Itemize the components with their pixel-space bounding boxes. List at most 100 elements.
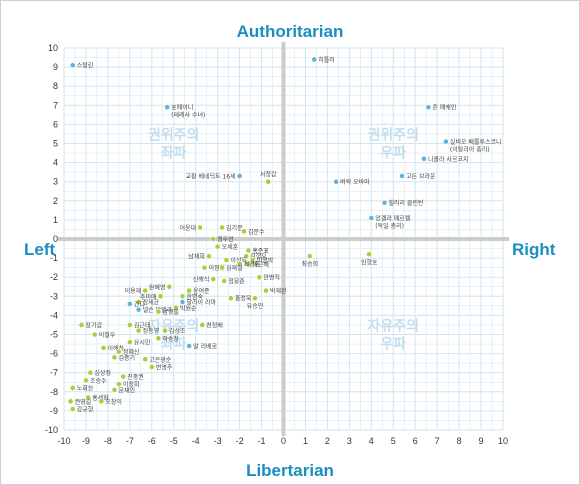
x-tick-label: -6 <box>148 436 156 446</box>
y-tick-label: -5 <box>50 330 58 340</box>
y-tick-label: 4 <box>53 158 58 168</box>
x-tick-label: -9 <box>82 436 90 446</box>
data-point <box>368 215 375 221</box>
data-point <box>186 287 193 294</box>
point-label: 문재인 <box>118 386 135 394</box>
x-tick-label: 3 <box>347 436 352 446</box>
point-label: 홍정욱 <box>235 295 252 303</box>
data-point <box>135 306 142 313</box>
point-label: 안병직 <box>263 274 280 282</box>
point-label: 박재완 <box>270 287 287 295</box>
point-label: 니콜라 사르코지 <box>428 155 469 163</box>
point-label: 앙겔라 메르켈 <box>375 214 411 222</box>
data-point <box>263 287 269 294</box>
data-point <box>100 344 107 351</box>
data-point <box>173 304 179 311</box>
data-point <box>311 56 318 63</box>
quadrant-label: 권위주의 <box>148 127 200 144</box>
x-tick-label: -8 <box>104 436 112 446</box>
point-label: (독일 총리) <box>375 222 404 230</box>
point-label: 정몽준 <box>228 279 245 286</box>
point-label: 이철우 <box>99 331 116 339</box>
point-label: 천정배 <box>206 321 223 329</box>
data-point <box>166 283 173 290</box>
point-label: 박원순 <box>180 304 197 312</box>
point-label: 남재희 <box>188 253 205 261</box>
data-point <box>87 369 94 376</box>
point-label: 김형오 <box>250 253 267 261</box>
data-point <box>249 257 256 263</box>
data-point <box>148 364 155 370</box>
data-point <box>164 104 171 111</box>
point-label: 알 리베로 <box>193 342 217 350</box>
y-tick-label: -8 <box>50 387 58 397</box>
point-label: 스탈린 <box>77 62 94 70</box>
point-label: 버락 오바마 <box>340 178 370 186</box>
point-label: 김기문 <box>226 224 243 232</box>
point-label: 이정현 <box>208 264 225 272</box>
point-label: 홍세화 <box>92 394 109 402</box>
data-point <box>155 308 162 315</box>
point-label: 한명숙 <box>187 293 204 301</box>
data-point <box>366 251 373 258</box>
point-label: 정동영 <box>143 327 160 335</box>
y-tick-label: 8 <box>53 81 58 91</box>
x-tick-label: -2 <box>236 436 244 446</box>
point-label: 어윤대 <box>180 224 197 232</box>
point-label: 최승희 <box>302 260 319 268</box>
data-point <box>78 322 85 328</box>
data-point <box>236 173 243 179</box>
data-point <box>155 335 162 342</box>
data-point <box>443 138 449 145</box>
point-label: 변영주 <box>156 363 173 371</box>
y-tick-label: 2 <box>53 196 58 206</box>
data-point <box>83 377 89 384</box>
point-label: 달라이 라마 <box>187 299 217 307</box>
data-point <box>210 236 217 242</box>
point-label: 힐러리 클린턴 <box>388 199 423 207</box>
data-point <box>126 339 133 346</box>
data-point <box>256 274 263 281</box>
y-tick-label: -6 <box>50 349 58 359</box>
point-label: 김문수 <box>248 229 265 236</box>
data-point <box>214 243 221 250</box>
x-tick-label: -5 <box>170 436 178 446</box>
point-label: 간디 <box>134 300 145 308</box>
x-tick-label: -7 <box>126 436 134 446</box>
x-tick-label: 8 <box>457 436 462 446</box>
data-point <box>69 385 76 391</box>
point-label: 남경필 <box>162 308 179 316</box>
y-tick-label: 6 <box>53 119 58 129</box>
data-point <box>115 348 122 355</box>
point-label: 권영길 <box>75 398 92 406</box>
x-tick-label: -10 <box>57 436 70 446</box>
point-label: 김상조 <box>169 327 186 335</box>
data-point <box>135 299 142 305</box>
point-label: 최경환 <box>244 260 261 268</box>
y-tick-label: 0 <box>53 234 58 244</box>
data-point <box>85 394 92 401</box>
x-tick-label: 1 <box>303 436 308 446</box>
y-tick-label: -9 <box>50 406 58 416</box>
x-tick-label: -4 <box>192 436 200 446</box>
left-axis-title: Left <box>24 240 56 259</box>
y-tick-label: -4 <box>50 310 58 320</box>
y-tick-label: -3 <box>50 291 58 301</box>
data-point <box>205 253 212 260</box>
data-point <box>252 295 258 302</box>
data-point <box>199 322 206 328</box>
data-point <box>201 264 208 271</box>
x-tick-label: -3 <box>214 436 222 446</box>
quadrant-label: 자유주의 <box>148 318 200 335</box>
x-tick-label: 9 <box>479 436 484 446</box>
x-tick-label: 7 <box>435 436 440 446</box>
point-label: 홍준표 <box>252 247 269 255</box>
data-point <box>69 62 76 69</box>
data-point <box>69 406 76 412</box>
data-point <box>421 155 427 162</box>
point-label: (이탈리아 총리) <box>450 146 490 154</box>
y-tick-label: 5 <box>53 139 58 149</box>
y-tick-label: 7 <box>53 100 58 110</box>
point-label: (테레사 수녀) <box>171 111 205 119</box>
point-label: 하승창 <box>162 335 179 343</box>
